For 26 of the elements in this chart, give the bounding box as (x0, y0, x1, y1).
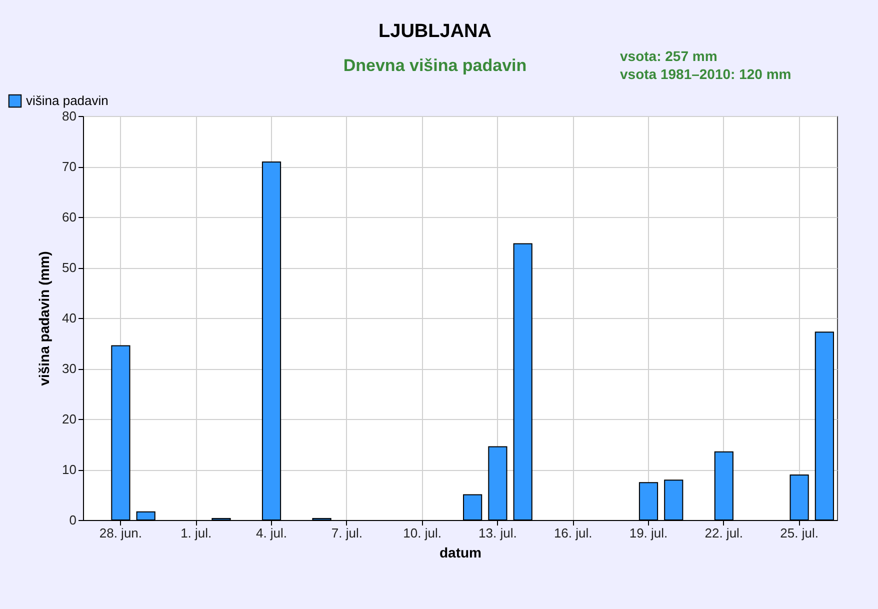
y-tick-label: 60 (62, 210, 76, 224)
x-tick-label: 16. jul. (554, 526, 592, 540)
x-tick-label: 19. jul. (629, 526, 668, 540)
chart-title: LJUBLJANA (378, 21, 492, 42)
y-tick-label: 70 (62, 159, 76, 174)
x-tick-label: 25. jul. (780, 526, 818, 540)
y-axis-title: višina padavin (mm) (36, 251, 52, 386)
x-tick-label: 7. jul. (331, 526, 362, 540)
y-tick-label: 0 (69, 512, 76, 528)
x-tick-label: 22. jul. (704, 526, 744, 540)
y-tick-label: 40 (62, 310, 76, 326)
y-tick-label: 50 (62, 260, 76, 275)
x-axis-title: datum (440, 544, 482, 560)
x-tick-label: 4. jul. (256, 526, 288, 540)
x-tick-label: 28. jun. (99, 526, 142, 540)
legend-label: višina padavin (26, 93, 108, 108)
chart-subtitle: Dnevna višina padavin (343, 56, 527, 75)
text: vsota: 257 mm (620, 48, 718, 64)
y-tick-label: 10 (62, 462, 76, 477)
x-tick-label: 13. jul. (478, 526, 517, 540)
y-tick-label: 20 (62, 412, 76, 426)
x-tick-label: 1. jul. (180, 526, 212, 540)
y-tick-label: 30 (62, 361, 76, 376)
x-tick-label: 10. jul. (403, 526, 442, 540)
text: vsota 1981–2010: 120 mm (620, 66, 792, 82)
y-tick-label: 80 (62, 108, 76, 124)
